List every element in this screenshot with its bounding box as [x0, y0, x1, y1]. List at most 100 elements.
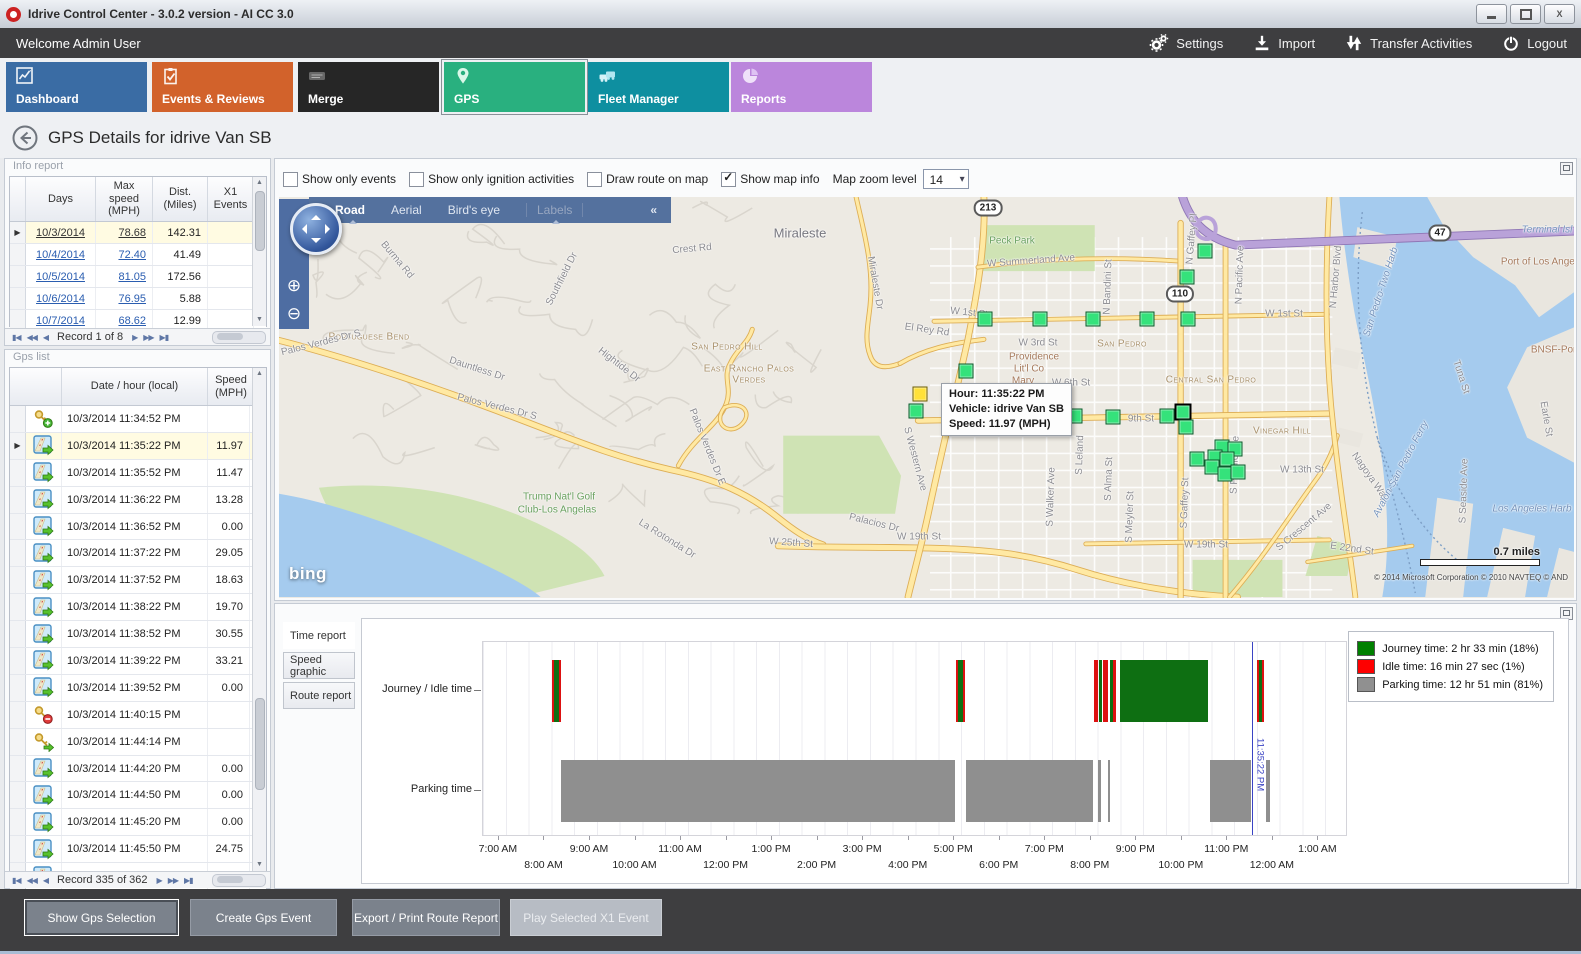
gps-point-marker[interactable] [1179, 269, 1195, 285]
info-row[interactable]: ▶ 10/3/2014 78.68 142.31 [10, 222, 266, 244]
map-zoom-in-button[interactable]: ⊕ [286, 276, 302, 295]
info-row[interactable]: 10/7/2014 68.62 12.99 [10, 310, 266, 332]
gps-point-marker[interactable] [1105, 409, 1121, 425]
max-speed-link[interactable]: 81.05 [118, 270, 146, 283]
pager-next-page-button[interactable]: ▶▶ [167, 875, 179, 885]
checkbox-icon[interactable] [409, 171, 425, 187]
scroll-down-icon[interactable]: ▼ [256, 861, 263, 868]
gps-row[interactable]: 10/3/2014 11:44:14 PM [10, 728, 266, 756]
import-button[interactable]: Import [1253, 34, 1315, 52]
map-type-aerial[interactable]: Aerial [391, 203, 422, 217]
gps-row[interactable]: 10/3/2014 11:45:20 PM 0.00 [10, 809, 266, 837]
tab-time-report[interactable]: Time report [283, 622, 355, 649]
info-vscrollbar[interactable]: ▲ ▼ [252, 177, 266, 326]
gps-row[interactable]: 10/3/2014 11:44:50 PM 0.00 [10, 782, 266, 810]
max-speed-link[interactable]: 72.40 [118, 248, 146, 261]
gps-row[interactable]: 10/3/2014 11:39:52 PM 0.00 [10, 674, 266, 702]
gps-point-marker[interactable] [1178, 419, 1194, 435]
pager-prev-button[interactable]: ◀ [42, 332, 49, 342]
pager-first-button[interactable]: ▮◀ [12, 875, 22, 885]
scroll-up-icon[interactable]: ▲ [256, 179, 263, 186]
transfer-activities-button[interactable]: Transfer Activities [1345, 34, 1472, 52]
show-gps-selection-button[interactable]: Show Gps Selection [24, 899, 179, 936]
info-row[interactable]: 10/6/2014 76.95 5.88 [10, 288, 266, 310]
gps-row[interactable]: 10/3/2014 11:37:22 PM 29.05 [10, 540, 266, 568]
create-gps-event-button[interactable]: Create Gps Event [190, 899, 337, 936]
map-panel-maximize-icon[interactable] [1560, 162, 1573, 175]
gps-point-marker[interactable] [977, 311, 993, 327]
gps-row[interactable]: 10/3/2014 11:36:22 PM 13.28 [10, 486, 266, 514]
info-row[interactable]: 10/5/2014 81.05 172.56 [10, 266, 266, 288]
map-compass-control[interactable] [290, 203, 342, 255]
gps-point-marker[interactable] [1197, 243, 1213, 259]
maximize-button[interactable] [1510, 4, 1541, 24]
close-button[interactable]: X [1544, 4, 1575, 24]
minimize-button[interactable] [1476, 4, 1507, 24]
days-link[interactable]: 10/6/2014 [36, 292, 85, 305]
scroll-up-icon[interactable]: ▲ [256, 370, 263, 377]
chart-panel-maximize-icon[interactable] [1560, 607, 1573, 620]
gps-row[interactable]: 10/3/2014 11:34:52 PM [10, 406, 266, 433]
gps-point-marker[interactable] [1174, 403, 1192, 421]
gps-point-marker[interactable] [1219, 451, 1235, 467]
tab-route-report[interactable]: Route report [283, 682, 355, 709]
gps-row[interactable]: 10/3/2014 11:38:52 PM 30.55 [10, 621, 266, 649]
days-link[interactable]: 10/3/2014 [36, 226, 85, 239]
pager-last-button[interactable]: ▶▮ [184, 875, 194, 885]
gps-row[interactable]: 10/3/2014 11:45:50 PM 24.75 [10, 836, 266, 864]
gps-point-marker[interactable] [1189, 451, 1205, 467]
settings-button[interactable]: Settings [1149, 34, 1223, 52]
max-speed-link[interactable]: 78.68 [118, 226, 146, 239]
days-link[interactable]: 10/4/2014 [36, 248, 85, 261]
logout-button[interactable]: Logout [1502, 34, 1567, 52]
tab-merge[interactable]: Merge [298, 62, 439, 112]
max-speed-link[interactable]: 76.95 [118, 292, 146, 305]
tab-fleet-manager[interactable]: Fleet Manager [588, 62, 729, 112]
tab-reports[interactable]: Reports [731, 62, 872, 112]
map-menu-collapse-button[interactable]: « [650, 203, 657, 217]
gps-row[interactable]: 10/3/2014 11:38:22 PM 19.70 [10, 594, 266, 622]
pager-next-button[interactable]: ▶ [156, 875, 163, 885]
gps-point-marker[interactable] [1180, 311, 1196, 327]
gps-row[interactable]: 10/3/2014 11:37:52 PM 18.63 [10, 567, 266, 595]
back-button[interactable] [12, 125, 38, 151]
info-row[interactable]: 10/4/2014 72.40 41.49 [10, 244, 266, 266]
checkbox-show-map-info[interactable]: Show map info [721, 170, 820, 187]
gps-row[interactable]: 10/3/2014 11:44:20 PM 0.00 [10, 755, 266, 783]
checkbox-icon[interactable] [587, 171, 603, 187]
days-link[interactable]: 10/5/2014 [36, 270, 85, 283]
pager-prev-page-button[interactable]: ◀◀ [26, 875, 38, 885]
map-type-bird-s-eye[interactable]: Bird's eye [447, 203, 500, 217]
gps-point-marker[interactable] [958, 363, 974, 379]
map-zoom-level-select[interactable]: 14 [922, 169, 969, 190]
gps-point-marker[interactable] [1230, 464, 1246, 480]
scroll-down-icon[interactable]: ▼ [256, 316, 263, 323]
checkbox-icon[interactable] [283, 171, 298, 187]
scroll-thumb[interactable] [255, 191, 265, 251]
gps-point-marker[interactable] [1139, 311, 1155, 327]
checkbox-icon[interactable] [721, 170, 737, 187]
checkbox-show-only-events[interactable]: Show only events [283, 171, 396, 187]
bing-map[interactable]: Road Aerial Bird's eye Labels « ⊕ ⊖ Miralest… [279, 197, 1574, 598]
pager-prev-button[interactable]: ◀ [42, 875, 49, 885]
gps-row[interactable]: 10/3/2014 11:36:52 PM 0.00 [10, 513, 266, 541]
pager-last-button[interactable]: ▶▮ [159, 332, 170, 342]
gps-point-marker-selected[interactable] [912, 386, 928, 402]
gps-row[interactable]: 10/3/2014 11:35:52 PM 11.47 [10, 459, 266, 487]
export-print-route-report-button[interactable]: Export / Print Route Report [352, 899, 500, 936]
gps-vscrollbar[interactable]: ▲ ▼ [252, 368, 266, 871]
pager-hscrollbar[interactable] [212, 873, 266, 887]
tab-dashboard[interactable]: Dashboard [6, 62, 147, 112]
gps-row[interactable]: 10/3/2014 11:39:22 PM 33.21 [10, 648, 266, 675]
gps-point-marker[interactable] [1159, 408, 1175, 424]
pager-next-page-button[interactable]: ▶▶ [143, 332, 154, 342]
gps-row[interactable]: ▶ 10/3/2014 11:35:22 PM 11.97 [10, 432, 266, 460]
tab-gps[interactable]: GPS [441, 59, 588, 115]
map-type-road[interactable]: Road [335, 203, 365, 224]
tab-events-reviews[interactable]: Events & Reviews [152, 62, 293, 112]
pager-hscrollbar[interactable] [212, 330, 266, 344]
pager-first-button[interactable]: ▮◀ [12, 332, 22, 342]
map-zoom-out-button[interactable]: ⊖ [286, 304, 302, 323]
checkbox-show-only-ignition-activities[interactable]: Show only ignition activities [409, 171, 574, 187]
pager-prev-page-button[interactable]: ◀◀ [26, 332, 38, 342]
